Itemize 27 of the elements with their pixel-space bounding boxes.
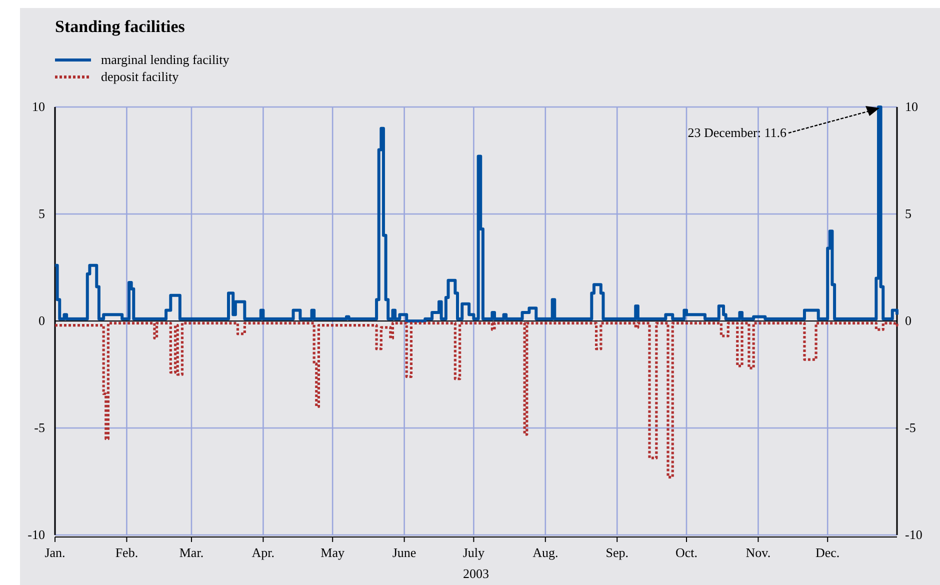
y2-tick-label: 5: [905, 206, 912, 221]
y2-tick-label: 10: [905, 99, 918, 114]
x-tick-label: May: [320, 545, 345, 560]
x-tick-label: Jan.: [44, 545, 66, 560]
annotation: 23 December: 11.6: [688, 125, 787, 140]
y2-tick-label: 0: [905, 313, 912, 328]
y-tick-label: 5: [38, 206, 45, 221]
x-tick-label: July: [462, 545, 486, 560]
y-tick-label: -10: [28, 527, 45, 542]
legend-label: marginal lending facility: [101, 52, 230, 67]
x-tick-label: Oct.: [675, 545, 698, 560]
y-tick-label: 0: [38, 313, 45, 328]
x-tick-label: Aug.: [532, 545, 558, 560]
x-tick-label: Sep.: [606, 545, 628, 560]
y2-tick-label: -5: [905, 420, 916, 435]
x-axis-title: 2003: [463, 566, 489, 581]
y-tick-label: -5: [34, 420, 45, 435]
y-tick-label: 10: [32, 99, 45, 114]
x-tick-label: Feb.: [115, 545, 138, 560]
y2-tick-label: -10: [905, 527, 922, 542]
legend-label: deposit facility: [101, 69, 180, 84]
x-tick-label: June: [392, 545, 416, 560]
x-tick-label: Apr.: [252, 545, 275, 560]
x-tick-label: Dec.: [816, 545, 840, 560]
chart-title: Standing facilities: [55, 17, 186, 36]
x-tick-label: Nov.: [746, 545, 771, 560]
x-tick-label: Mar.: [179, 545, 204, 560]
